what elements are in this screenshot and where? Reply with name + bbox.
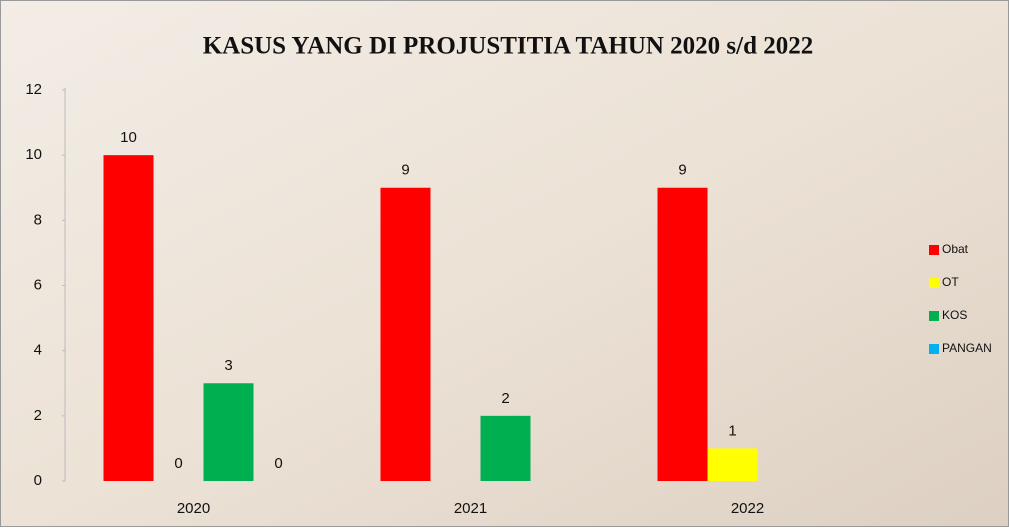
x-tick-label: 2021 (454, 500, 487, 517)
bar (707, 448, 758, 481)
y-tick-label: 4 (34, 342, 42, 359)
value-label: 0 (174, 455, 182, 472)
legend-label: Obat (942, 242, 969, 256)
legend-label: KOS (942, 308, 967, 322)
bar (480, 415, 531, 481)
x-tick-label: 2020 (177, 500, 210, 517)
value-label: 9 (678, 162, 686, 179)
bar (380, 187, 431, 481)
bar (203, 383, 254, 481)
y-tick-label: 2 (34, 407, 42, 424)
legend-swatch (929, 278, 939, 288)
legend-label: PANGAN (942, 341, 992, 355)
legend-swatch (929, 245, 939, 255)
value-label: 1 (728, 422, 736, 439)
y-tick-label: 12 (25, 81, 42, 98)
legend-swatch (929, 344, 939, 354)
value-label: 3 (224, 357, 232, 374)
value-label: 10 (120, 129, 137, 146)
value-label: 2 (501, 390, 509, 407)
bar (103, 155, 154, 481)
value-label: 9 (401, 162, 409, 179)
y-tick-label: 0 (34, 472, 42, 489)
y-tick-label: 8 (34, 211, 42, 228)
x-tick-label: 2022 (731, 500, 764, 517)
bar (657, 187, 708, 481)
chart-title: KASUS YANG DI PROJUSTITIA TAHUN 2020 s/d… (203, 33, 814, 60)
y-tick-label: 6 (34, 276, 42, 293)
legend-swatch (929, 311, 939, 321)
y-tick-label: 10 (25, 146, 42, 163)
legend-label: OT (942, 275, 959, 289)
value-label: 0 (274, 455, 282, 472)
